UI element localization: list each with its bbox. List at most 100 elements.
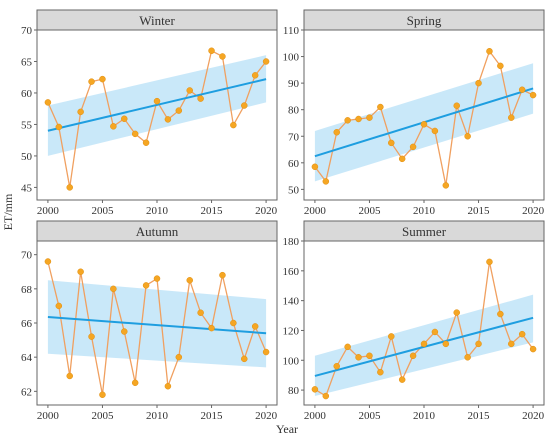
data-point — [44, 258, 52, 265]
y-axis-label: ET/mm — [1, 193, 15, 230]
data-point — [398, 155, 406, 163]
data-point — [508, 340, 515, 348]
data-point — [77, 268, 84, 275]
y-tick-label: 50 — [21, 151, 33, 163]
panel-winter: Winter 2000 2005 2010 2015 2020 45 50 55 60 65 70 — [21, 9, 278, 217]
y-tick-label: 45 — [21, 182, 33, 194]
x-tick-label: 2010 — [413, 205, 436, 217]
data-point — [497, 310, 504, 318]
data-point — [219, 53, 226, 60]
y-tick-label: 62 — [21, 386, 32, 398]
trend-line — [47, 78, 267, 132]
data-point — [88, 78, 95, 85]
y-tick-label: 70 — [21, 250, 33, 262]
data-point — [431, 328, 439, 336]
data-point — [131, 379, 139, 387]
data-point — [262, 348, 270, 356]
data-point — [142, 139, 150, 146]
x-tick-label: 2005 — [91, 205, 114, 217]
x-tick-label: 2015 — [201, 410, 224, 422]
data-point — [366, 352, 373, 360]
data-point — [409, 143, 417, 151]
data-point — [388, 333, 395, 340]
panel-summer: Summer 2000 2005 2010 2015 2020 80 100 120 140 160… — [283, 220, 545, 422]
data-point — [311, 163, 319, 171]
data-point — [66, 372, 73, 380]
data-point — [464, 133, 471, 140]
data-point — [311, 386, 319, 393]
y-tick-label: 80 — [288, 105, 300, 117]
data-point — [409, 352, 417, 360]
y-tick-label: 70 — [21, 25, 33, 37]
trend-line — [47, 316, 267, 335]
data-point — [333, 362, 340, 370]
y-tick-label: 66 — [21, 318, 33, 330]
data-point — [77, 108, 84, 116]
data-point — [453, 102, 460, 109]
data-point — [355, 115, 362, 123]
y-tick-label: 64 — [21, 352, 33, 364]
x-axis-label: Year — [276, 422, 298, 436]
data-point — [186, 87, 193, 94]
data-point — [442, 182, 450, 189]
y-tick-label: 50 — [288, 184, 300, 196]
data-point — [66, 184, 73, 191]
data-point — [175, 353, 183, 361]
y-tick-label: 65 — [21, 56, 33, 68]
data-point — [377, 368, 384, 376]
data-point — [518, 330, 526, 338]
x-tick-label: 2015 — [468, 410, 491, 422]
y-tick-label: 90 — [288, 78, 300, 90]
data-point — [197, 309, 204, 316]
panel-title: Winter — [139, 13, 175, 28]
data-point — [208, 47, 215, 55]
data-point — [262, 58, 270, 65]
x-tick-label: 2010 — [146, 205, 169, 217]
data-point — [121, 115, 128, 123]
data-point — [164, 116, 172, 123]
data-point — [164, 382, 172, 390]
data-point — [110, 123, 117, 130]
data-point — [497, 62, 504, 70]
data-point — [251, 323, 259, 330]
data-point — [251, 72, 259, 79]
data-point — [88, 333, 95, 340]
x-tick-label: 2020 — [255, 410, 278, 422]
data-point — [529, 345, 537, 353]
data-point — [344, 117, 351, 124]
data-point — [55, 123, 63, 131]
panel-title: Autumn — [136, 224, 179, 239]
y-tick-label: 68 — [21, 284, 33, 296]
x-tick-label: 2020 — [255, 205, 278, 217]
data-point — [377, 103, 384, 111]
data-point — [186, 277, 193, 284]
x-tick-label: 2000 — [304, 410, 327, 422]
x-tick-label: 2005 — [91, 410, 114, 422]
data-point — [322, 392, 330, 400]
data-point — [355, 354, 362, 361]
data-point — [486, 48, 493, 55]
data-point — [453, 309, 460, 316]
y-tick-label: 120 — [283, 325, 300, 337]
y-tick-label: 60 — [21, 88, 33, 100]
y-tick-label: 160 — [283, 266, 300, 278]
data-point — [208, 324, 215, 332]
y-tick-label: 80 — [288, 385, 300, 397]
data-point — [197, 95, 204, 102]
x-tick-label: 2015 — [468, 205, 491, 217]
y-tick-label: 55 — [21, 119, 33, 131]
data-point — [55, 302, 63, 310]
x-tick-label: 2020 — [522, 410, 545, 422]
data-point — [121, 328, 128, 335]
data-point — [175, 107, 183, 114]
data-point — [153, 97, 161, 105]
y-tick-label: 60 — [288, 158, 300, 170]
data-point — [475, 79, 482, 87]
data-point — [219, 271, 226, 279]
data-point — [153, 275, 161, 282]
data-point — [99, 75, 106, 83]
data-point — [486, 258, 493, 266]
confidence-band — [47, 280, 267, 368]
data-point — [366, 114, 373, 121]
